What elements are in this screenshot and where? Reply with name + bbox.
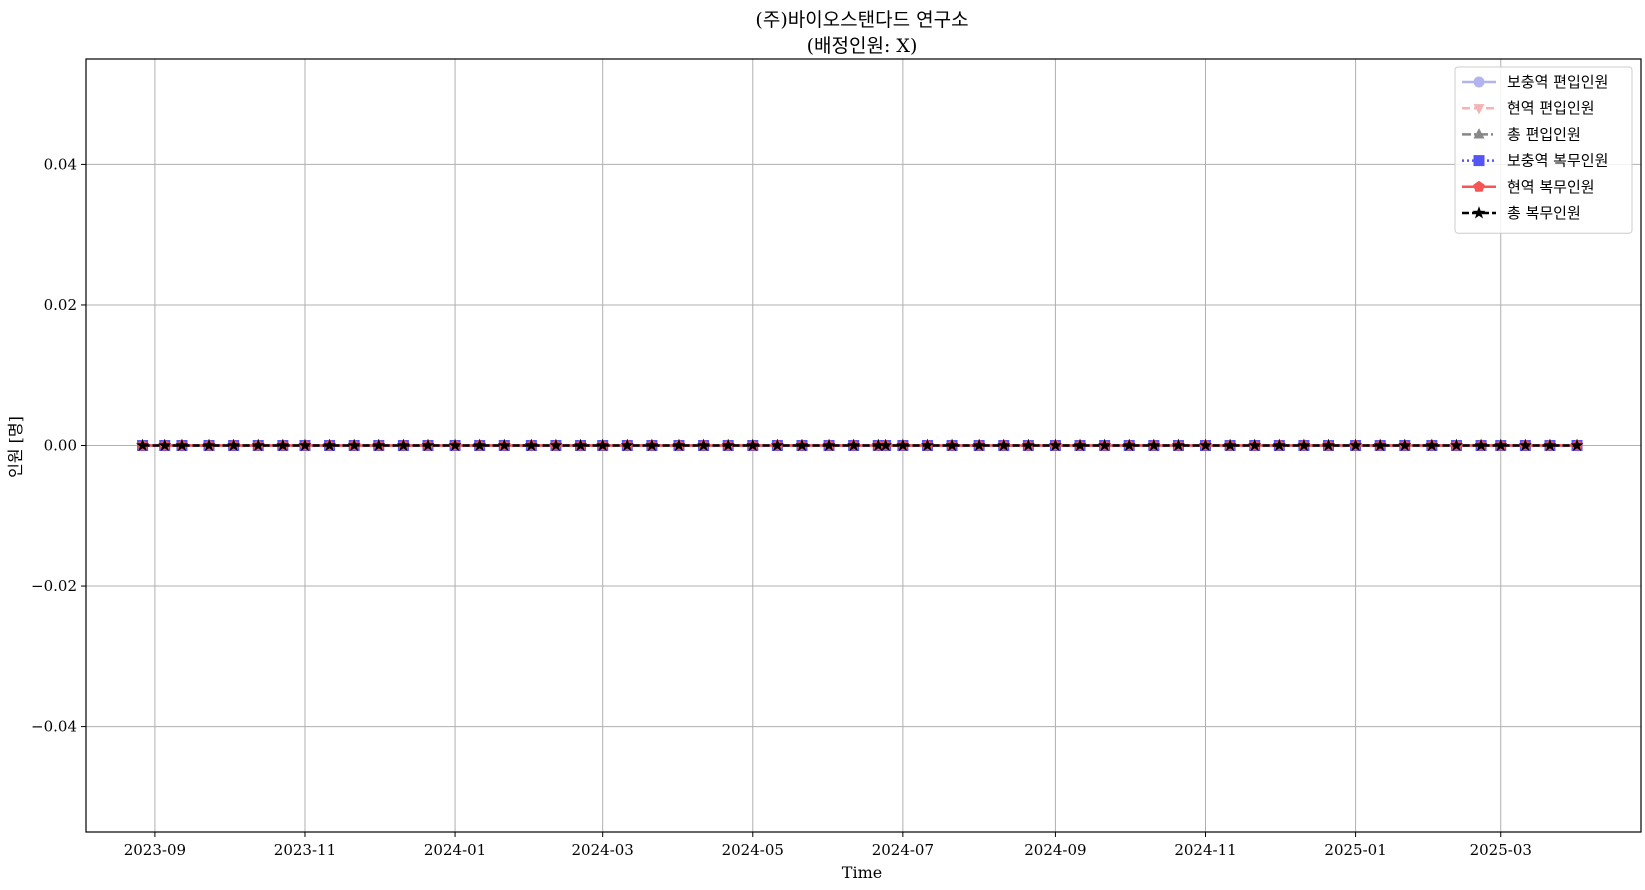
data-point xyxy=(1073,438,1087,452)
data-point xyxy=(1449,438,1464,452)
data-point xyxy=(972,438,986,452)
data-point xyxy=(795,438,809,452)
data-point xyxy=(1570,438,1584,452)
data-point xyxy=(1021,438,1035,452)
x-tick-label: 2023-11 xyxy=(274,841,336,859)
legend-label: 총 편입인원 xyxy=(1507,125,1581,143)
data-point xyxy=(1297,438,1311,452)
chart-title: (주)바이오스탠다드 연구소 xyxy=(755,9,968,31)
data-point xyxy=(746,438,760,452)
series-6 xyxy=(136,438,1584,452)
data-point xyxy=(1349,438,1363,452)
data-point xyxy=(347,438,361,452)
legend-label: 보충역 복무인원 xyxy=(1507,152,1608,170)
legend-label: 보충역 편입인원 xyxy=(1507,73,1608,91)
data-point xyxy=(1425,438,1439,452)
data-point xyxy=(227,438,241,452)
x-tick-label: 2024-07 xyxy=(872,841,934,859)
data-point xyxy=(1518,438,1532,452)
x-axis: 2023-09 2023-11 2024-01 2024-03 2024-05 2024-… xyxy=(124,832,1532,859)
x-axis-label: Time xyxy=(842,863,882,882)
x-tick-label: 2023-09 xyxy=(124,841,186,859)
legend-marker xyxy=(1473,180,1485,192)
legend-marker xyxy=(1473,128,1485,139)
x-tick-label: 2024-03 xyxy=(572,841,634,859)
data-point xyxy=(396,438,410,452)
data-point xyxy=(175,438,189,452)
data-point xyxy=(1373,438,1387,452)
y-axis-label: 인원 [명] xyxy=(6,416,25,478)
legend-marker xyxy=(1473,104,1485,115)
legend-label: 현역 편입인원 xyxy=(1507,99,1595,117)
data-point xyxy=(158,438,172,452)
series-layer xyxy=(136,438,1584,452)
legend-label: 총 복무인원 xyxy=(1507,204,1581,222)
x-tick-label: 2024-11 xyxy=(1174,841,1236,859)
data-point xyxy=(251,438,265,452)
y-axis: 0.04 0.02 0.00 −0.02 −0.04 xyxy=(31,155,86,736)
data-point xyxy=(1098,438,1112,452)
data-point xyxy=(847,438,861,452)
data-point xyxy=(997,438,1011,452)
data-point xyxy=(672,438,686,452)
x-tick-label: 2025-03 xyxy=(1470,841,1532,859)
data-point xyxy=(596,438,610,452)
data-point xyxy=(1171,438,1185,452)
data-point xyxy=(697,438,711,452)
data-point xyxy=(524,438,538,452)
data-point xyxy=(879,438,893,452)
y-tick-label: 0.02 xyxy=(44,296,77,314)
data-point xyxy=(620,438,634,452)
data-point xyxy=(1122,438,1136,452)
data-point xyxy=(1494,438,1508,452)
legend-box xyxy=(1454,66,1633,234)
data-point xyxy=(1147,438,1161,452)
data-point xyxy=(1198,438,1213,452)
data-point xyxy=(1543,438,1557,452)
data-point xyxy=(421,438,435,452)
y-tick-label: 0.04 xyxy=(44,155,77,173)
legend-marker xyxy=(1472,206,1486,219)
legend-marker xyxy=(1473,155,1485,167)
data-point xyxy=(276,438,290,452)
data-point xyxy=(372,438,386,452)
data-point xyxy=(497,438,511,452)
data-point xyxy=(473,438,487,452)
data-point xyxy=(1223,438,1237,452)
y-tick-label: 0.00 xyxy=(44,437,77,455)
data-point xyxy=(1248,438,1262,452)
data-point xyxy=(770,438,784,452)
data-point xyxy=(549,438,563,452)
data-point xyxy=(822,438,836,452)
legend-marker xyxy=(1473,76,1485,88)
data-point xyxy=(202,438,216,452)
data-point xyxy=(920,438,935,452)
x-tick-label: 2024-01 xyxy=(424,841,486,859)
data-point xyxy=(721,438,735,452)
data-point xyxy=(298,438,312,452)
data-point xyxy=(1474,438,1488,452)
data-point xyxy=(136,438,150,452)
data-point xyxy=(1398,438,1412,452)
legend-label: 현역 복무인원 xyxy=(1507,178,1595,196)
data-point xyxy=(448,438,462,452)
x-tick-label: 2024-05 xyxy=(722,841,784,859)
x-tick-label: 2025-01 xyxy=(1324,841,1386,859)
data-point xyxy=(645,438,659,452)
data-point xyxy=(896,438,910,452)
data-point xyxy=(1272,438,1286,452)
chart-subtitle: (배정인원: X) xyxy=(807,35,918,57)
x-tick-label: 2024-09 xyxy=(1024,841,1086,859)
data-point xyxy=(871,438,885,452)
data-point xyxy=(1321,438,1336,452)
data-point xyxy=(323,438,337,452)
data-point xyxy=(945,438,959,452)
data-point xyxy=(574,438,588,452)
y-tick-label: −0.04 xyxy=(31,718,77,736)
y-tick-label: −0.02 xyxy=(31,577,77,595)
data-point xyxy=(1048,438,1062,452)
